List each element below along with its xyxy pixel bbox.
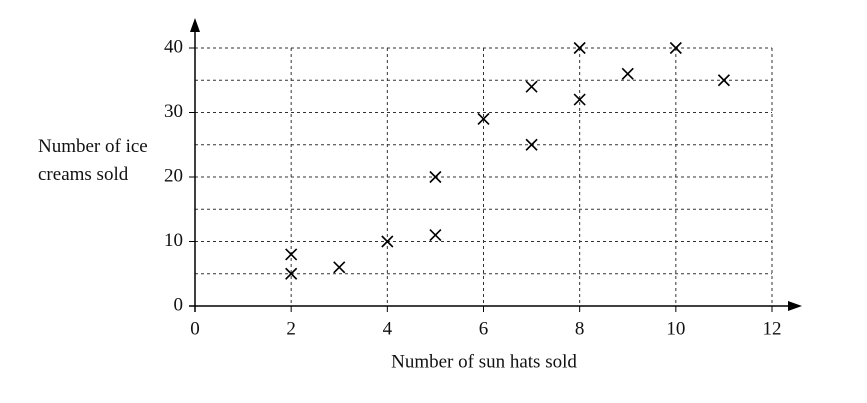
point xyxy=(525,138,538,151)
y-axis-label: Number of ice creams sold xyxy=(38,136,148,185)
x-tick-label: 2 xyxy=(286,318,296,339)
point xyxy=(429,228,442,242)
point xyxy=(573,93,586,106)
y-tick-label: 30 xyxy=(164,101,183,122)
y-tick-label: 10 xyxy=(164,230,183,251)
x-tick-label: 8 xyxy=(575,318,585,339)
point xyxy=(669,41,682,55)
x-axis-label: Number of sun hats sold xyxy=(391,351,577,372)
y-tick-label: 20 xyxy=(164,165,183,186)
x-tick-label: 6 xyxy=(479,318,489,339)
point xyxy=(525,80,538,93)
point xyxy=(285,248,298,261)
point xyxy=(477,112,490,126)
x-tick-label: 4 xyxy=(383,318,393,339)
point xyxy=(429,170,442,184)
point xyxy=(333,261,346,274)
x-tick-label: 0 xyxy=(190,318,200,339)
y-axis-arrow xyxy=(190,18,200,32)
x-tick-label: 12 xyxy=(763,318,782,339)
y-tick-label: 40 xyxy=(164,36,183,57)
point xyxy=(573,41,586,55)
x-tick-label: 10 xyxy=(666,318,685,339)
point xyxy=(621,67,634,80)
y-tick-label: 0 xyxy=(174,294,184,315)
point xyxy=(381,235,394,248)
point xyxy=(285,267,298,280)
point xyxy=(717,74,730,87)
x-axis-arrow xyxy=(788,301,802,311)
grid xyxy=(195,47,773,306)
